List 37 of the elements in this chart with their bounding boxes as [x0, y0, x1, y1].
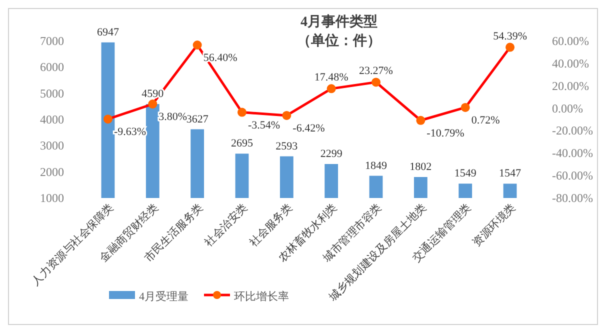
y2-tick-label: 0.00% — [552, 101, 583, 116]
y2-tick-label: 60.00% — [552, 34, 589, 48]
x-tick-label: 资源环境类 — [470, 200, 518, 250]
y-tick-label: 4000 — [40, 112, 64, 126]
chart-subtitle: （单位：件） — [297, 33, 381, 49]
data-label: 3627 — [186, 113, 209, 126]
data-label: 54.39% — [493, 30, 527, 42]
data-label: 1547 — [499, 168, 522, 180]
y-tick-label: 2000 — [40, 164, 64, 179]
data-label: -10.79% — [426, 127, 464, 140]
data-label: 1849 — [365, 160, 388, 172]
data-label: -3.54% — [248, 119, 280, 132]
y-tick-label: 7000 — [40, 34, 64, 48]
data-label: 1549 — [454, 168, 477, 180]
y2-tick-label: -60.00% — [552, 168, 593, 183]
data-label: 2593 — [276, 140, 298, 152]
data-label: 23.27% — [359, 65, 393, 78]
data-label: 0.72% — [471, 114, 500, 126]
y-tick-label: 1000 — [40, 191, 64, 205]
y2-tick-label: 20.00% — [552, 78, 589, 93]
data-label: 6947 — [96, 26, 120, 38]
chart-title: 4月事件类型 — [300, 14, 378, 30]
y2-tick-label: 40.00% — [552, 56, 589, 70]
data-label: 1802 — [410, 161, 432, 174]
y2-tick-label: -40.00% — [552, 146, 593, 160]
data-label: 2695 — [230, 138, 254, 150]
y-tick-label: 3000 — [40, 138, 64, 153]
legend-label: 4月受理量 — [139, 290, 188, 303]
y2-tick-label: -80.00% — [552, 191, 593, 205]
data-label: -6.42% — [292, 122, 325, 134]
legend-label: 环比增长率 — [234, 290, 289, 303]
x-tick-label: 社会治安类 — [202, 200, 250, 250]
data-label: 2299 — [320, 148, 343, 160]
y-tick-label: 5000 — [40, 86, 64, 100]
data-label: 17.48% — [314, 72, 348, 84]
y-tick-label: 6000 — [40, 60, 64, 74]
y2-tick-label: -20.00% — [552, 124, 593, 138]
